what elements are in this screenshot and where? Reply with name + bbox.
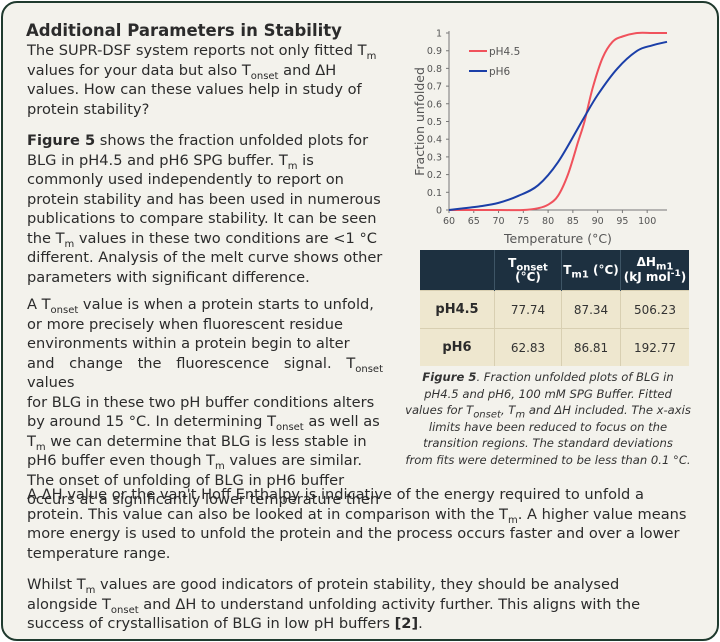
cell-tonset: 77.74	[494, 290, 562, 329]
y-tick-label: 0.2	[427, 170, 442, 181]
x-tick-label: 65	[468, 216, 480, 227]
paragraph-figure: Figure 5 shows the fraction unfolded plo…	[27, 132, 383, 286]
y-tick-label: 0	[436, 206, 442, 217]
y-tick-label: 0.9	[427, 46, 442, 57]
table-row: pH6 62.83 86.81 192.77	[420, 328, 689, 366]
x-axis-label: Temperature (°C)	[503, 231, 612, 246]
table-header-blank	[420, 250, 495, 291]
row-label: pH6	[420, 328, 495, 366]
legend-label: pH4.5	[489, 46, 520, 58]
y-tick-label: 1	[436, 29, 442, 40]
cell-tm: 86.81	[561, 328, 621, 366]
x-tick-label: 60	[443, 216, 455, 227]
y-tick-label: 0.1	[427, 188, 442, 199]
y-axis-label: Fraction unfolded	[412, 67, 427, 176]
section-title: Additional Parameters in Stability	[26, 21, 342, 40]
figure-ref: Figure 5	[27, 132, 96, 149]
cell-dh: 192.77	[620, 328, 689, 366]
table-row: pH4.5 77.74 87.34 506.23	[420, 290, 689, 329]
table-header-dh: ΔHm1 (kJ mol-1)	[620, 250, 689, 291]
figure-caption: Figure 5. Fraction unfolded plots of BLG…	[405, 370, 691, 467]
legend-label: pH6	[489, 66, 511, 78]
x-tick-label: 85	[567, 216, 579, 227]
y-tick-label: 0.7	[427, 82, 442, 93]
cell-tm: 87.34	[561, 290, 621, 329]
x-tick-label: 80	[542, 216, 554, 227]
series-line-ph45	[448, 31, 667, 212]
y-tick-label: 0.5	[427, 117, 442, 128]
x-tick-label: 75	[517, 216, 529, 227]
table-header-row: Tonset (°C) Tm1 (°C) ΔHm1 (kJ mol-1)	[420, 250, 689, 291]
y-tick-label: 0.8	[427, 64, 442, 75]
fraction-unfolded-chart: 0 0.1 0.2 0.3 0.4 0.5 0.6 0.7 0.8 0.9 1 60 65 70 75 80 8…	[412, 29, 668, 246]
y-tick-label: 0.4	[427, 135, 442, 146]
paragraph-tonset: A Tonset value is when a protein starts …	[27, 296, 383, 508]
series-line-ph6	[448, 40, 668, 211]
cell-tonset: 62.83	[494, 328, 562, 366]
x-tick-label: 95	[616, 216, 628, 227]
paragraph-intro: The SUPR-DSF system reports not only fit…	[27, 42, 377, 118]
x-tick-label: 90	[592, 216, 604, 227]
y-tick-label: 0.6	[427, 99, 442, 110]
table-header-tm: Tm1 (°C)	[561, 250, 621, 291]
y-tick-label: 0.3	[427, 152, 442, 163]
parameters-table: Tonset (°C) Tm1 (°C) ΔHm1 (kJ mol-1) pH4.…	[420, 250, 689, 366]
cell-dh: 506.23	[620, 290, 689, 329]
citation-ref: [2]	[394, 615, 419, 632]
x-tick-label: 70	[492, 216, 504, 227]
row-label: pH4.5	[420, 290, 495, 329]
table-header-tonset: Tonset (°C)	[494, 250, 562, 291]
paragraph-conclusion: Whilst Tm values are good indicators of …	[27, 576, 641, 632]
paragraph-enthalpy: A ΔH value or the van't Hoff Enthalpy is…	[27, 486, 687, 562]
x-tick-label: 100	[638, 216, 656, 227]
